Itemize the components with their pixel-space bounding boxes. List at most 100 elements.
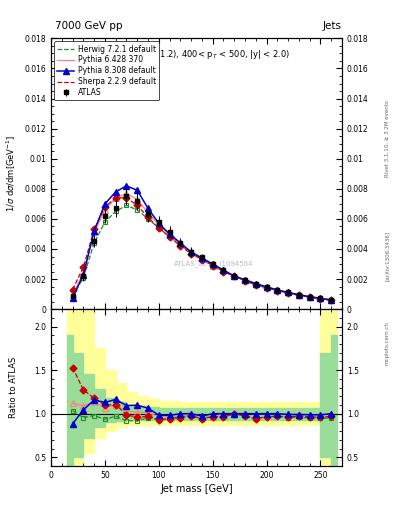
Pythia 8.308 default xyxy=(200,255,204,261)
Pythia 6.428 370 xyxy=(242,276,247,283)
Pythia 6.428 370 xyxy=(264,284,269,290)
Sherpa 2.2.9 default xyxy=(221,268,226,274)
Herwig 7.2.1 default xyxy=(146,216,151,222)
Herwig 7.2.1 default xyxy=(70,293,75,299)
Herwig 7.2.1 default xyxy=(329,297,334,303)
Pythia 6.428 370 xyxy=(103,207,107,213)
Sherpa 2.2.9 default xyxy=(242,278,247,284)
Sherpa 2.2.9 default xyxy=(70,287,75,293)
Sherpa 2.2.9 default xyxy=(253,282,258,288)
Pythia 8.308 default xyxy=(318,295,323,302)
Herwig 7.2.1 default xyxy=(81,274,86,281)
Pythia 6.428 370 xyxy=(81,270,86,276)
Pythia 8.308 default xyxy=(81,271,86,278)
Pythia 8.308 default xyxy=(275,287,280,293)
Pythia 6.428 370 xyxy=(135,196,140,202)
Herwig 7.2.1 default xyxy=(103,219,107,225)
Herwig 7.2.1 default xyxy=(156,225,161,231)
Text: Jet mass (CA(1.2), 400< p$_T$ < 500, |y| < 2.0): Jet mass (CA(1.2), 400< p$_T$ < 500, |y|… xyxy=(103,48,290,61)
Sherpa 2.2.9 default xyxy=(178,243,183,249)
Pythia 6.428 370 xyxy=(296,291,301,297)
Pythia 6.428 370 xyxy=(307,293,312,300)
Pythia 6.428 370 xyxy=(167,232,172,239)
Herwig 7.2.1 default xyxy=(221,268,226,274)
Sherpa 2.2.9 default xyxy=(318,295,323,302)
Text: 7000 GeV pp: 7000 GeV pp xyxy=(55,20,123,31)
Pythia 6.428 370 xyxy=(92,229,97,236)
Pythia 8.308 default xyxy=(286,289,290,295)
Herwig 7.2.1 default xyxy=(92,240,97,246)
Sherpa 2.2.9 default xyxy=(103,204,107,210)
Herwig 7.2.1 default xyxy=(113,208,118,215)
Pythia 6.428 370 xyxy=(113,195,118,201)
Pythia 8.308 default xyxy=(232,273,237,279)
Pythia 8.308 default xyxy=(253,281,258,287)
Pythia 8.308 default xyxy=(264,284,269,290)
Y-axis label: Ratio to ATLAS: Ratio to ATLAS xyxy=(9,357,18,418)
Herwig 7.2.1 default xyxy=(253,282,258,288)
Pythia 6.428 370 xyxy=(146,210,151,216)
Pythia 8.308 default xyxy=(329,297,334,303)
Herwig 7.2.1 default xyxy=(135,207,140,213)
Pythia 8.308 default xyxy=(92,228,97,234)
Text: [arXiv:1306.3436]: [arXiv:1306.3436] xyxy=(385,231,390,281)
Sherpa 2.2.9 default xyxy=(124,195,129,201)
Line: Herwig 7.2.1 default: Herwig 7.2.1 default xyxy=(73,205,331,300)
Pythia 6.428 370 xyxy=(178,242,183,248)
Sherpa 2.2.9 default xyxy=(189,250,193,257)
Pythia 8.308 default xyxy=(178,240,183,246)
Pythia 8.308 default xyxy=(242,277,247,283)
Line: Sherpa 2.2.9 default: Sherpa 2.2.9 default xyxy=(73,198,331,300)
Line: Pythia 8.308 default: Pythia 8.308 default xyxy=(70,183,334,303)
Pythia 6.428 370 xyxy=(156,222,161,228)
Herwig 7.2.1 default xyxy=(307,294,312,300)
Herwig 7.2.1 default xyxy=(318,296,323,302)
Sherpa 2.2.9 default xyxy=(92,226,97,232)
Y-axis label: 1/$\sigma$ d$\sigma$/dm[GeV$^{-1}$]: 1/$\sigma$ d$\sigma$/dm[GeV$^{-1}$] xyxy=(4,135,18,212)
X-axis label: Jet mass [GeV]: Jet mass [GeV] xyxy=(160,484,233,494)
Herwig 7.2.1 default xyxy=(210,263,215,269)
Pythia 6.428 370 xyxy=(189,249,193,255)
Pythia 6.428 370 xyxy=(232,273,237,279)
Herwig 7.2.1 default xyxy=(167,234,172,240)
Text: ATLAS_2012_I1094564: ATLAS_2012_I1094564 xyxy=(174,260,254,267)
Sherpa 2.2.9 default xyxy=(113,195,118,201)
Legend: Herwig 7.2.1 default, Pythia 6.428 370, Pythia 8.308 default, Sherpa 2.2.9 defau: Herwig 7.2.1 default, Pythia 6.428 370, … xyxy=(54,41,159,100)
Herwig 7.2.1 default xyxy=(124,202,129,208)
Herwig 7.2.1 default xyxy=(232,273,237,279)
Sherpa 2.2.9 default xyxy=(307,294,312,300)
Herwig 7.2.1 default xyxy=(286,290,290,296)
Sherpa 2.2.9 default xyxy=(135,202,140,208)
Line: Pythia 6.428 370: Pythia 6.428 370 xyxy=(73,194,331,300)
Sherpa 2.2.9 default xyxy=(296,292,301,298)
Sherpa 2.2.9 default xyxy=(329,297,334,303)
Pythia 8.308 default xyxy=(307,293,312,300)
Sherpa 2.2.9 default xyxy=(210,263,215,269)
Pythia 6.428 370 xyxy=(275,287,280,293)
Text: Rivet 3.1.10, ≥ 3.2M events: Rivet 3.1.10, ≥ 3.2M events xyxy=(385,100,390,177)
Pythia 6.428 370 xyxy=(318,295,323,302)
Herwig 7.2.1 default xyxy=(200,257,204,263)
Herwig 7.2.1 default xyxy=(189,250,193,257)
Sherpa 2.2.9 default xyxy=(264,285,269,291)
Pythia 8.308 default xyxy=(146,205,151,211)
Herwig 7.2.1 default xyxy=(296,292,301,298)
Pythia 6.428 370 xyxy=(70,292,75,298)
Pythia 8.308 default xyxy=(167,231,172,237)
Pythia 6.428 370 xyxy=(286,289,290,295)
Pythia 8.308 default xyxy=(221,267,226,273)
Pythia 8.308 default xyxy=(70,295,75,301)
Pythia 6.428 370 xyxy=(124,190,129,197)
Pythia 8.308 default xyxy=(156,220,161,226)
Pythia 6.428 370 xyxy=(200,255,204,261)
Sherpa 2.2.9 default xyxy=(167,234,172,240)
Sherpa 2.2.9 default xyxy=(81,264,86,270)
Sherpa 2.2.9 default xyxy=(200,257,204,263)
Sherpa 2.2.9 default xyxy=(156,225,161,231)
Herwig 7.2.1 default xyxy=(242,278,247,284)
Herwig 7.2.1 default xyxy=(264,285,269,291)
Pythia 8.308 default xyxy=(103,201,107,207)
Pythia 8.308 default xyxy=(296,292,301,298)
Pythia 8.308 default xyxy=(135,187,140,194)
Pythia 8.308 default xyxy=(113,189,118,195)
